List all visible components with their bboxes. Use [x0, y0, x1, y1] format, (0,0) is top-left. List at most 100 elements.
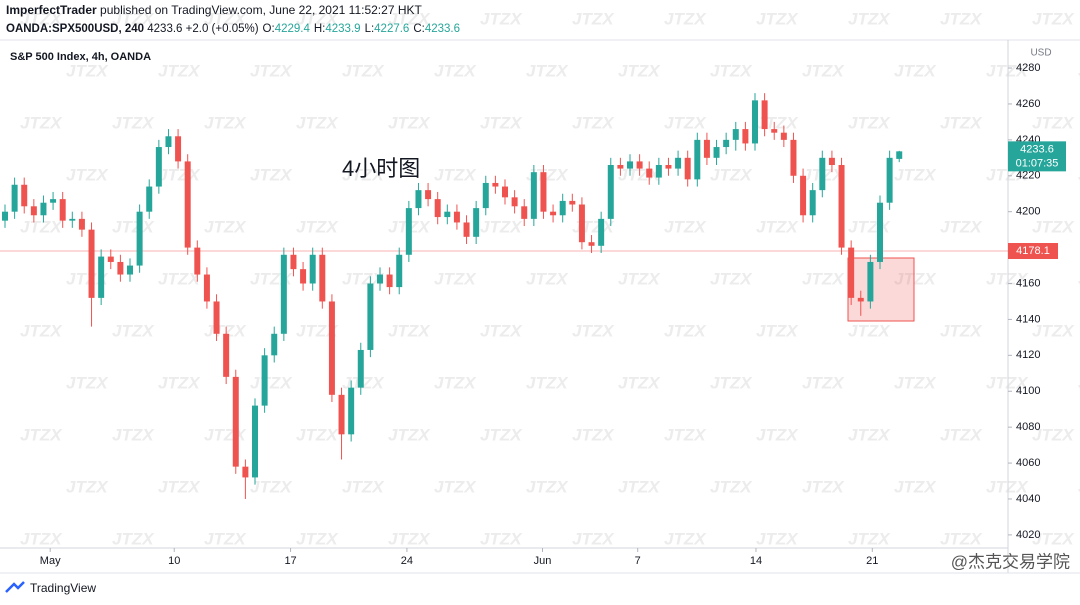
candle-body	[627, 161, 633, 169]
watermark: JTZX	[112, 425, 155, 444]
watermark: JTZX	[940, 113, 983, 132]
candle-body	[232, 376, 239, 467]
candle-body	[896, 151, 903, 159]
watermark: JTZX	[664, 113, 707, 132]
candle-body	[761, 100, 768, 130]
watermark: JTZX	[296, 529, 339, 548]
annotation: 4小时图	[342, 156, 420, 181]
candle-body	[790, 139, 797, 176]
candle-body	[50, 199, 57, 203]
watermark: JTZX	[664, 425, 707, 444]
candle-body	[809, 190, 816, 216]
candle-body	[607, 164, 614, 219]
watermark: JTZX	[756, 321, 799, 340]
highlight-box	[847, 257, 915, 322]
watermark: JTZX	[710, 165, 753, 184]
candle-body	[367, 283, 374, 350]
y-tick-label: 4220	[1016, 170, 1040, 182]
candle-body	[194, 247, 201, 275]
candle-body	[482, 182, 489, 209]
candle-body	[521, 206, 528, 219]
watermark: JTZX	[158, 269, 201, 288]
watermark: JTZX	[434, 61, 477, 80]
candle-body	[559, 200, 566, 216]
watermark: JTZX	[526, 477, 569, 496]
candle-body	[30, 206, 37, 216]
candle-body	[386, 274, 393, 288]
watermark: JTZX	[526, 373, 569, 392]
candle-body	[127, 265, 133, 275]
watermark: JTZX	[664, 9, 707, 28]
watermark: JTZX	[940, 217, 983, 236]
watermark: JTZX	[342, 269, 385, 288]
y-tick-label: 4280	[1016, 62, 1040, 74]
candle-body	[146, 186, 153, 212]
watermark: JTZX	[204, 9, 247, 28]
watermark: JTZX	[572, 113, 615, 132]
published: published on TradingView.com, June 22, 2…	[100, 3, 422, 17]
watermark: JTZX	[434, 165, 477, 184]
candle-body	[348, 387, 355, 435]
candle-body	[742, 129, 749, 144]
watermark: JTZX	[480, 425, 523, 444]
candle-body	[338, 394, 345, 435]
watermark: JTZX	[894, 165, 937, 184]
watermark: JTZX	[480, 217, 523, 236]
watermark: JTZX	[342, 61, 385, 80]
watermark: JTZX	[1032, 425, 1075, 444]
x-tick-label: 24	[401, 555, 413, 567]
chart-title: S&P 500 Index, 4h, OANDA	[10, 51, 151, 63]
watermark: JTZX	[618, 373, 661, 392]
watermark: JTZX	[1032, 321, 1075, 340]
candle-body	[502, 186, 508, 198]
ohlc-value: 4227.6	[374, 23, 409, 35]
y-tick-label: 4080	[1016, 421, 1040, 433]
candle-body	[723, 139, 730, 148]
candle-body	[2, 211, 8, 221]
watermark: JTZX	[940, 9, 983, 28]
watermark: JTZX	[388, 529, 431, 548]
watermark: JTZX	[1078, 373, 1080, 392]
candle-body	[21, 184, 28, 207]
watermark: JTZX	[526, 61, 569, 80]
watermark: JTZX	[848, 529, 891, 548]
candle-body	[819, 157, 826, 191]
y-tick-label: 4160	[1016, 277, 1040, 289]
watermark: JTZX	[894, 477, 937, 496]
watermark: JTZX	[112, 321, 155, 340]
candle-body	[405, 208, 412, 255]
x-tick-label: May	[40, 555, 61, 567]
watermark: JTZX	[572, 425, 615, 444]
candle-body	[665, 164, 672, 169]
candle-body	[261, 355, 268, 406]
watermark: JTZX	[572, 529, 615, 548]
watermark: JTZX	[664, 529, 707, 548]
symbol: OANDA:SPX500USD, 240	[6, 23, 144, 35]
header-line: ImperfectTrader published on TradingView…	[6, 3, 422, 17]
watermark: JTZX	[388, 425, 431, 444]
watermark: JTZX	[848, 113, 891, 132]
candle-body	[617, 164, 624, 169]
watermark: JTZX	[158, 477, 201, 496]
candle-body	[636, 161, 643, 169]
ohlc-label: O:	[263, 23, 275, 35]
watermark: JTZX	[342, 477, 385, 496]
candle-body	[203, 274, 210, 302]
y-tick-label: 4060	[1016, 457, 1040, 469]
candle-body	[377, 274, 383, 284]
candle-body	[838, 164, 845, 248]
x-tick-label: 7	[635, 555, 641, 567]
watermark: JTZX	[618, 269, 661, 288]
x-tick-label: Jun	[534, 555, 552, 567]
watermark: JTZX	[802, 269, 845, 288]
candle-body	[184, 161, 191, 248]
candle-body	[78, 218, 85, 230]
watermark: JTZX	[204, 425, 247, 444]
candle-body	[703, 139, 710, 158]
watermark: JTZX	[572, 217, 615, 236]
candle-body	[800, 175, 807, 216]
watermark: JTZX	[1078, 477, 1080, 496]
watermark: JTZX	[710, 269, 753, 288]
candle-body	[848, 247, 855, 298]
watermark: JTZX	[296, 217, 339, 236]
